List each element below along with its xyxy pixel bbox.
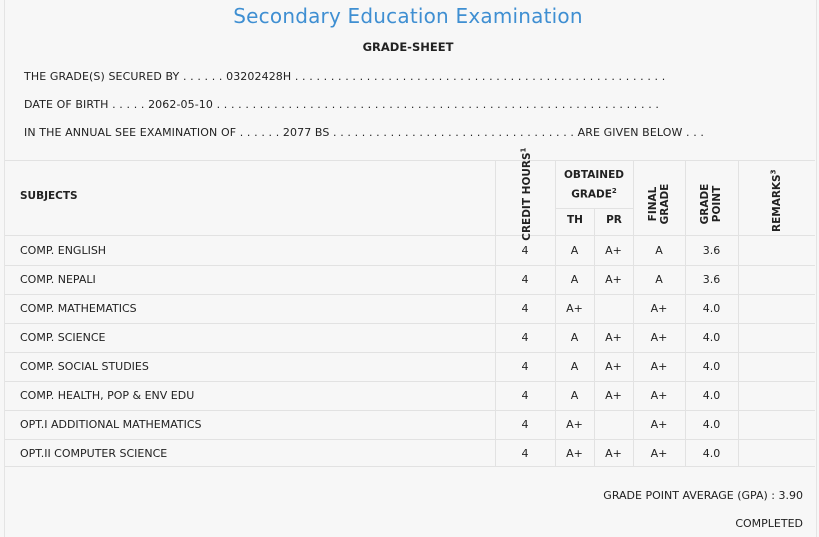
subject-cell: COMP. MATHEMATICS [20,302,137,315]
credit-hours-cell: 4 [521,360,529,373]
pr-grade-cell: A+ [605,360,622,373]
remarks-cell [738,265,815,294]
grade-point-cell: 4.0 [702,302,721,315]
row-divider [5,352,815,353]
col-header-grade-point: GRADE POINT [699,183,723,225]
row-divider [5,381,815,382]
remarks-cell [738,381,815,410]
th-grade-cell: A [570,273,579,286]
remarks-cell [738,410,815,439]
remarks-cell [738,294,815,323]
credit-hours-cell: 4 [521,244,529,257]
th-grade-cell: A [570,389,579,402]
secured-by-line: THE GRADE(S) SECURED BY . . . . . . 0320… [24,70,666,83]
remarks-cell [738,439,815,468]
final-grade-cell: A+ [650,302,668,315]
table-header-bottom-border [5,235,815,236]
col-header-subjects: SUBJECTS [20,190,78,202]
subject-cell: COMP. SCIENCE [20,331,106,344]
col-header-final-grade: FINAL GRADE [647,183,671,225]
table-row: COMP. NEPALI 4 A A+ A 3.6 [5,265,815,294]
final-grade-cell: A [655,273,663,286]
th-grade-cell: A [570,244,579,257]
table-row: OPT.I ADDITIONAL MATHEMATICS 4 A+ A+ 4.0 [5,410,815,439]
row-divider [5,265,815,266]
row-divider [5,439,815,440]
credit-hours-cell: 4 [521,389,529,402]
subject-cell: COMP. ENGLISH [20,244,107,257]
remarks-cell [738,236,815,265]
date-of-birth-line: DATE OF BIRTH . . . . . 2062-05-10 . . .… [24,98,659,111]
gpa-summary: GRADE POINT AVERAGE (GPA) : 3.90 [603,489,803,502]
final-grade-cell: A [655,244,663,257]
col-divider [633,160,634,466]
remarks-cell [738,323,815,352]
pr-grade-cell: A+ [605,331,622,344]
row-divider [5,323,815,324]
grade-point-cell: 3.6 [702,273,721,286]
table-row: COMP. HEALTH, POP & ENV EDU 4 A A+ A+ 4.0 [5,381,815,410]
th-grade-cell: A [570,360,579,373]
page-title: Secondary Education Examination [233,4,583,28]
remarks-cell [738,352,815,381]
completion-status: COMPLETED [735,517,803,530]
table-row: OPT.II COMPUTER SCIENCE 4 A+ A+ A+ 4.0 [5,439,815,468]
col-header-th: TH [567,214,583,226]
final-grade-cell: A+ [650,418,668,431]
pr-grade-cell: A+ [605,273,622,286]
subject-cell: OPT.II COMPUTER SCIENCE [20,447,168,460]
final-grade-cell: A+ [650,360,668,373]
pr-grade-cell: A+ [605,447,622,460]
grade-point-cell: 4.0 [702,331,721,344]
subject-cell: OPT.I ADDITIONAL MATHEMATICS [20,418,202,431]
grade-sheet-heading: GRADE-SHEET [362,40,454,54]
table-row: COMP. MATHEMATICS 4 A+ A+ 4.0 [5,294,815,323]
th-grade-cell: A+ [566,418,583,431]
credit-hours-cell: 4 [521,273,529,286]
col-header-pr: PR [606,214,622,226]
examination-line: IN THE ANNUAL SEE EXAMINATION OF . . . .… [24,126,705,139]
pr-grade-cell [594,294,633,323]
subject-cell: COMP. SOCIAL STUDIES [20,360,149,373]
subject-cell: COMP. NEPALI [20,273,96,286]
subject-cell: COMP. HEALTH, POP & ENV EDU [20,389,195,402]
th-grade-cell: A [570,331,579,344]
row-divider [5,410,815,411]
col-header-remarks: REMARKS3 [769,169,783,233]
credit-hours-cell: 4 [521,447,529,460]
final-grade-cell: A+ [650,389,668,402]
th-grade-cell: A+ [566,447,583,460]
col-header-credit-hours: CREDIT HOURS1 [519,147,533,241]
pr-grade-cell: A+ [605,244,622,257]
grade-point-cell: 3.6 [702,244,721,257]
grade-sheet-panel [4,0,817,537]
col-divider [495,160,496,466]
table-row: COMP. SCIENCE 4 A A+ A+ 4.0 [5,323,815,352]
grade-point-cell: 4.0 [702,447,721,460]
credit-hours-cell: 4 [521,418,529,431]
pr-grade-cell: A+ [605,389,622,402]
row-divider [5,294,815,295]
table-row: COMP. ENGLISH 4 A A+ A 3.6 [5,236,815,265]
col-divider [594,208,595,466]
col-divider [555,160,556,466]
col-divider [738,160,739,466]
col-header-obtained-grade: OBTAINED GRADE2 [564,169,624,201]
grade-point-cell: 4.0 [702,360,721,373]
grade-point-cell: 4.0 [702,389,721,402]
final-grade-cell: A+ [650,331,668,344]
table-top-border [5,160,815,161]
credit-hours-cell: 4 [521,331,529,344]
credit-hours-cell: 4 [521,302,529,315]
table-row: COMP. SOCIAL STUDIES 4 A A+ A+ 4.0 [5,352,815,381]
col-divider [685,160,686,466]
pr-grade-cell [594,410,633,439]
final-grade-cell: A+ [650,447,668,460]
table-bottom-border [5,466,815,467]
th-grade-cell: A+ [566,302,583,315]
grade-point-cell: 4.0 [702,418,721,431]
